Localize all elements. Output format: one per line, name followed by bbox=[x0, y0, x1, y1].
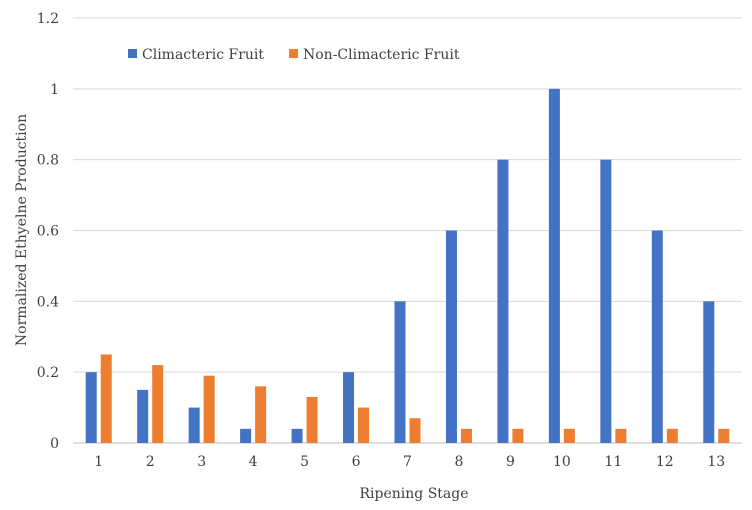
bar-non-climacteric bbox=[100, 354, 112, 443]
bar-climacteric bbox=[291, 428, 303, 443]
bar-climacteric bbox=[497, 159, 509, 443]
legend-swatch-non-climacteric bbox=[289, 49, 298, 58]
x-tick-label: 4 bbox=[249, 454, 258, 470]
bar-non-climacteric bbox=[615, 428, 627, 443]
bar-non-climacteric bbox=[409, 418, 421, 443]
x-tick-label: 5 bbox=[300, 454, 309, 470]
bar-climacteric bbox=[600, 159, 612, 443]
bar-non-climacteric bbox=[358, 407, 370, 443]
y-axis-ticks: 0 0.2 0.4 0.6 0.8 1 1.2 bbox=[37, 11, 59, 452]
y-tick-label: 0.8 bbox=[37, 153, 59, 169]
x-tick-label: 1 bbox=[94, 454, 103, 470]
bar-non-climacteric bbox=[460, 428, 472, 443]
x-axis-ticks: 1 2 3 4 5 6 7 8 9 10 11 12 13 bbox=[94, 454, 725, 470]
x-tick-label: 7 bbox=[403, 454, 412, 470]
y-tick-label: 1.2 bbox=[37, 11, 59, 27]
bar-climacteric bbox=[188, 407, 200, 443]
bar-climacteric bbox=[394, 301, 406, 443]
bar-climacteric bbox=[651, 230, 663, 443]
y-tick-label: 1 bbox=[50, 82, 59, 98]
y-tick-label: 0.6 bbox=[37, 224, 59, 240]
y-tick-label: 0 bbox=[50, 436, 59, 452]
legend-label-non-climacteric: Non-Climacteric Fruit bbox=[303, 47, 460, 63]
bar-non-climacteric bbox=[152, 365, 164, 443]
bars bbox=[85, 88, 730, 443]
grid-lines bbox=[73, 17, 742, 444]
bar-climacteric bbox=[240, 428, 252, 443]
bar-climacteric bbox=[703, 301, 715, 443]
legend-swatch-climacteric bbox=[128, 49, 137, 58]
bar-climacteric bbox=[548, 88, 560, 443]
bar-non-climacteric bbox=[306, 396, 318, 443]
bar-non-climacteric bbox=[563, 428, 575, 443]
legend: Climacteric Fruit Non-Climacteric Fruit bbox=[128, 47, 460, 63]
bar-non-climacteric bbox=[512, 428, 524, 443]
legend-label-climacteric: Climacteric Fruit bbox=[142, 47, 264, 63]
bar-non-climacteric bbox=[203, 375, 215, 443]
y-tick-label: 0.4 bbox=[37, 294, 59, 310]
x-tick-label: 10 bbox=[553, 454, 571, 470]
bar-non-climacteric bbox=[718, 428, 730, 443]
x-tick-label: 11 bbox=[604, 454, 622, 470]
x-axis-title: Ripening Stage bbox=[360, 486, 469, 502]
x-tick-label: 6 bbox=[352, 454, 361, 470]
y-tick-label: 0.2 bbox=[37, 365, 59, 381]
x-tick-label: 12 bbox=[656, 454, 674, 470]
x-tick-label: 3 bbox=[197, 454, 206, 470]
bar-non-climacteric bbox=[666, 428, 678, 443]
x-tick-label: 2 bbox=[146, 454, 155, 470]
x-tick-label: 9 bbox=[506, 454, 515, 470]
bar-non-climacteric bbox=[255, 386, 267, 443]
x-tick-label: 8 bbox=[455, 454, 464, 470]
bar-climacteric bbox=[445, 230, 457, 443]
y-axis-title: Normalized Ethyelne Production bbox=[14, 114, 30, 346]
bar-climacteric bbox=[85, 372, 97, 443]
bar-climacteric bbox=[343, 372, 355, 443]
bar-climacteric bbox=[137, 389, 149, 443]
x-tick-label: 13 bbox=[707, 454, 725, 470]
